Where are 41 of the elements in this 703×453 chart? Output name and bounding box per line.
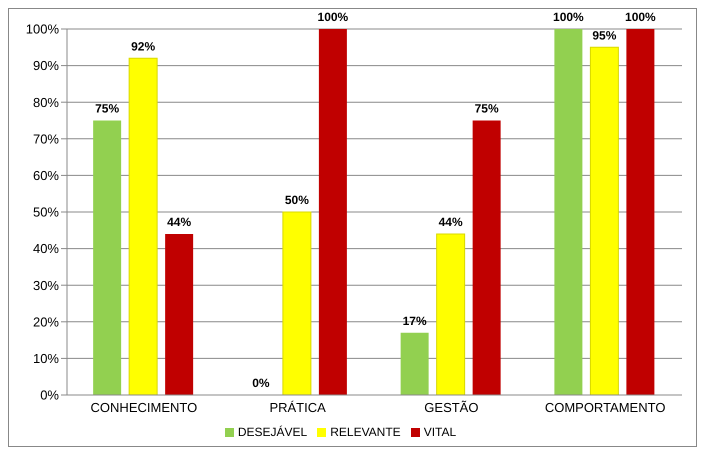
y-tick-label: 30%: [32, 278, 60, 293]
y-tick-label: 40%: [32, 241, 60, 256]
x-tick-label: CONHECIMENTO: [90, 400, 198, 416]
data-label: 44%: [438, 214, 463, 229]
y-tick-label: 80%: [32, 94, 60, 110]
data-label: 100%: [553, 10, 584, 24]
legend-label: DESEJÁVEL: [238, 425, 308, 439]
data-label: 44%: [167, 214, 192, 229]
bar: [93, 120, 122, 395]
y-tick-label: 70%: [32, 131, 60, 146]
data-label: 75%: [95, 102, 120, 116]
y-tick-label: 0%: [40, 388, 60, 403]
y-tick-label: 90%: [32, 58, 60, 74]
data-label: 75%: [474, 102, 499, 116]
x-tick-label: GESTÃO: [424, 400, 478, 416]
data-label: 92%: [131, 39, 156, 54]
data-label: 17%: [402, 314, 427, 328]
bar: [626, 29, 654, 395]
y-tick-label: 20%: [32, 314, 60, 330]
bar: [400, 332, 429, 395]
bar: [318, 29, 347, 395]
y-tick-label: 50%: [32, 204, 60, 220]
bar: [554, 29, 582, 395]
data-label: 100%: [625, 10, 656, 24]
data-label: 50%: [284, 193, 310, 207]
bar: [282, 212, 312, 395]
y-tick-label: 100%: [26, 22, 60, 37]
x-tick-label: COMPORTAMENTO: [544, 400, 666, 416]
data-label: 100%: [318, 10, 349, 24]
legend-label: VITAL: [424, 425, 456, 439]
bar: [590, 46, 619, 395]
legend-label: RELEVANTE: [330, 425, 401, 439]
x-tick-label: PRÁTICA: [269, 400, 326, 416]
y-tick-label: 60%: [32, 168, 60, 184]
bar: [128, 58, 158, 395]
bar: [165, 234, 194, 395]
y-tick-label: 10%: [32, 351, 60, 366]
bar: [472, 120, 501, 395]
data-label: 95%: [592, 28, 617, 42]
bar: [436, 233, 466, 395]
data-label: 0%: [252, 376, 270, 390]
